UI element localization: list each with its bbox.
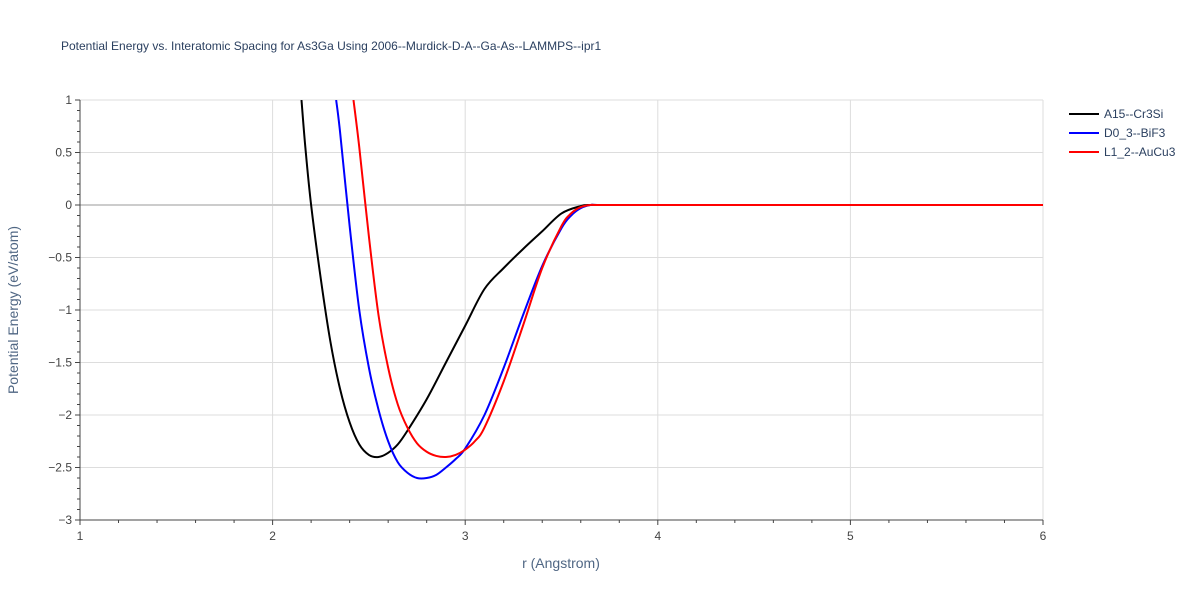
y-axis-title: Potential Energy (eV/atom) [5,226,21,394]
y-tick-label: −2 [58,408,72,422]
axes: 1 2 3 4 5 6 1 0.5 0 −0.5 −1 −1.5 −2 −2.5 −3 [48,93,1046,543]
y-tick-label: 0.5 [55,146,72,160]
series-line-2 [352,100,1043,459]
chart-title: Potential Energy vs. Interatomic Spacing… [61,39,602,53]
y-tick-label: −3 [58,513,72,527]
x-tick-label: 6 [1040,529,1047,543]
y-tick-label: 1 [65,93,72,107]
x-axis-title: r (Angstrom) [522,555,600,571]
x-tick-label: 2 [269,529,276,543]
legend[interactable]: A15--Cr3Si D0_3--BiF3 L1_2--AuCu3 [1069,107,1176,159]
x-tick-label: 1 [77,529,84,543]
y-tick-label: −0.5 [48,251,72,265]
legend-label: D0_3--BiF3 [1104,126,1166,140]
x-tick-label: 5 [847,529,854,543]
y-tick-label: −1.5 [48,356,72,370]
grid [80,99,1044,520]
y-tick-label: 0 [65,198,72,212]
legend-label: L1_2--AuCu3 [1104,145,1176,159]
x-tick-label: 4 [654,529,661,543]
y-tick-label: −1 [58,303,72,317]
legend-label: A15--Cr3Si [1104,107,1163,121]
x-tick-label: 3 [462,529,469,543]
plot-lines [300,100,1043,480]
y-tick-label: −2.5 [48,461,72,475]
